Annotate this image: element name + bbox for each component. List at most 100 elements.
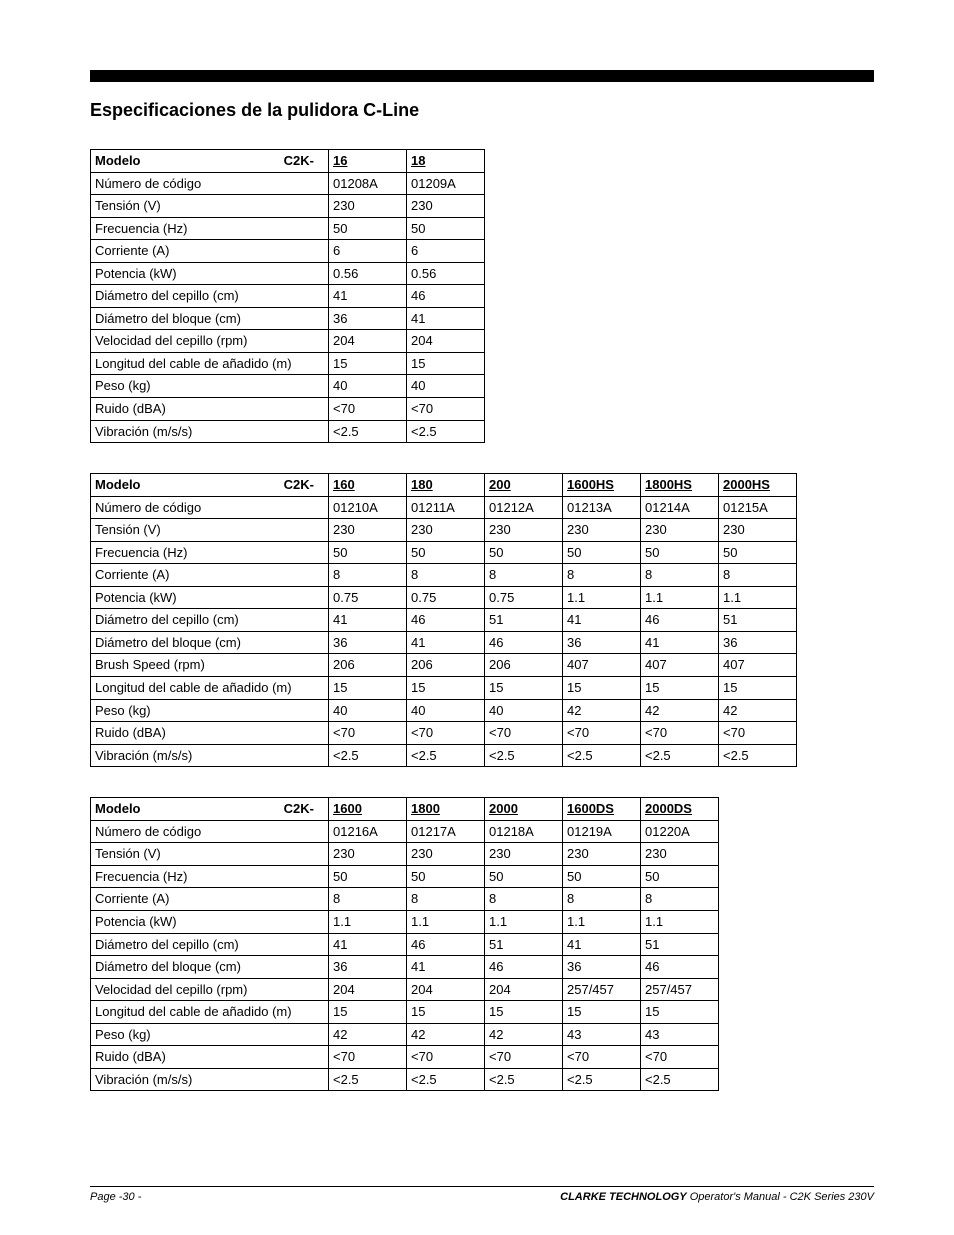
spec-value: <70 <box>485 722 563 745</box>
spec-value: 36 <box>563 956 641 979</box>
spec-value: 204 <box>329 978 407 1001</box>
table-row: Corriente (A)888888 <box>91 564 797 587</box>
spec-value: 1.1 <box>563 586 641 609</box>
spec-label: Corriente (A) <box>91 888 329 911</box>
spec-value: 1.1 <box>563 910 641 933</box>
spec-value: 230 <box>641 519 719 542</box>
spec-value: 50 <box>563 541 641 564</box>
spec-label: Número de código <box>91 820 329 843</box>
spec-value: 1.1 <box>641 910 719 933</box>
spec-value: <70 <box>563 1046 641 1069</box>
spec-label: Ruido (dBA) <box>91 398 329 421</box>
spec-value: 01212A <box>485 496 563 519</box>
spec-value: 01219A <box>563 820 641 843</box>
footer: Page -30 - CLARKE TECHNOLOGY Operator's … <box>90 1186 874 1203</box>
spec-value: <70 <box>329 1046 407 1069</box>
spec-value: 50 <box>407 865 485 888</box>
spec-value: 36 <box>329 307 407 330</box>
model-column-header: 2000 <box>485 798 563 821</box>
table-row: Ruido (dBA)<70<70<70<70<70 <box>91 1046 719 1069</box>
model-label: Modelo <box>95 800 141 818</box>
spec-value: 15 <box>485 1001 563 1024</box>
table-row: Frecuencia (Hz)505050505050 <box>91 541 797 564</box>
spec-value: 51 <box>485 933 563 956</box>
spec-value: <70 <box>329 722 407 745</box>
spec-value: 15 <box>563 677 641 700</box>
table-row: Vibración (m/s/s)<2.5<2.5 <box>91 420 485 443</box>
spec-label: Tensión (V) <box>91 195 329 218</box>
model-column-header: 180 <box>407 474 485 497</box>
spec-value: 46 <box>485 631 563 654</box>
spec-value: 50 <box>719 541 797 564</box>
spec-value: 50 <box>329 541 407 564</box>
table-row: Frecuencia (Hz)5050 <box>91 217 485 240</box>
spec-value: 50 <box>329 217 407 240</box>
table-row: Diámetro del cepillo (cm)4146514151 <box>91 933 719 956</box>
spec-value: 8 <box>563 564 641 587</box>
spec-label: Diámetro del bloque (cm) <box>91 307 329 330</box>
table-row: Diámetro del cepillo (cm)414651414651 <box>91 609 797 632</box>
spec-value: 230 <box>563 519 641 542</box>
spec-label: Potencia (kW) <box>91 586 329 609</box>
spec-value: <70 <box>485 1046 563 1069</box>
spec-value: 42 <box>563 699 641 722</box>
spec-value: 230 <box>641 843 719 866</box>
table-row: Ruido (dBA)<70<70 <box>91 398 485 421</box>
spec-value: 8 <box>719 564 797 587</box>
spec-value: 204 <box>485 978 563 1001</box>
spec-value: 8 <box>641 888 719 911</box>
spec-value: 01216A <box>329 820 407 843</box>
page-title: Especificaciones de la pulidora C-Line <box>90 100 874 121</box>
spec-value: 51 <box>485 609 563 632</box>
spec-value: <2.5 <box>329 744 407 767</box>
spec-value: 15 <box>329 1001 407 1024</box>
spec-value: <70 <box>641 1046 719 1069</box>
spec-value: 36 <box>329 631 407 654</box>
spec-label: Diámetro del cepillo (cm) <box>91 933 329 956</box>
table-row: Vibración (m/s/s)<2.5<2.5<2.5<2.5<2.5 <box>91 1068 719 1091</box>
model-label: Modelo <box>95 476 141 494</box>
spec-value: 46 <box>407 609 485 632</box>
table-row: Diámetro del bloque (cm)3641 <box>91 307 485 330</box>
spec-label: Diámetro del bloque (cm) <box>91 956 329 979</box>
spec-value: 40 <box>407 375 485 398</box>
spec-value: <70 <box>329 398 407 421</box>
spec-value: 50 <box>563 865 641 888</box>
spec-value: <2.5 <box>563 1068 641 1091</box>
spec-value: <70 <box>407 1046 485 1069</box>
spec-value: 15 <box>563 1001 641 1024</box>
model-code-prefix: C2K- <box>284 152 322 170</box>
table-row: Diámetro del bloque (cm)3641463646 <box>91 956 719 979</box>
spec-value: 50 <box>485 865 563 888</box>
spec-label: Peso (kg) <box>91 699 329 722</box>
spec-table: ModeloC2K-1600180020001600DS2000DSNúmero… <box>90 797 719 1091</box>
spec-value: 41 <box>407 631 485 654</box>
spec-label: Tensión (V) <box>91 843 329 866</box>
spec-value: 42 <box>485 1023 563 1046</box>
spec-value: 15 <box>329 352 407 375</box>
spec-value: 43 <box>563 1023 641 1046</box>
spec-value: 46 <box>641 956 719 979</box>
spec-label: Ruido (dBA) <box>91 722 329 745</box>
spec-value: 15 <box>407 1001 485 1024</box>
spec-label: Corriente (A) <box>91 564 329 587</box>
spec-value: <70 <box>641 722 719 745</box>
page: Especificaciones de la pulidora C-Line M… <box>0 0 954 1235</box>
spec-value: 46 <box>641 609 719 632</box>
spec-label: Número de código <box>91 172 329 195</box>
spec-value: 0.75 <box>329 586 407 609</box>
model-column-header: 160 <box>329 474 407 497</box>
model-column-header: 16 <box>329 150 407 173</box>
spec-value: 8 <box>641 564 719 587</box>
spec-value: 1.1 <box>485 910 563 933</box>
table-row: Velocidad del cepillo (rpm)204204 <box>91 330 485 353</box>
spec-label: Ruido (dBA) <box>91 1046 329 1069</box>
spec-label: Número de código <box>91 496 329 519</box>
spec-value: 15 <box>485 677 563 700</box>
spec-value: 42 <box>719 699 797 722</box>
spec-value: 8 <box>407 564 485 587</box>
spec-label: Diámetro del bloque (cm) <box>91 631 329 654</box>
spec-value: 0.75 <box>407 586 485 609</box>
spec-value: <70 <box>563 722 641 745</box>
spec-label: Frecuencia (Hz) <box>91 217 329 240</box>
